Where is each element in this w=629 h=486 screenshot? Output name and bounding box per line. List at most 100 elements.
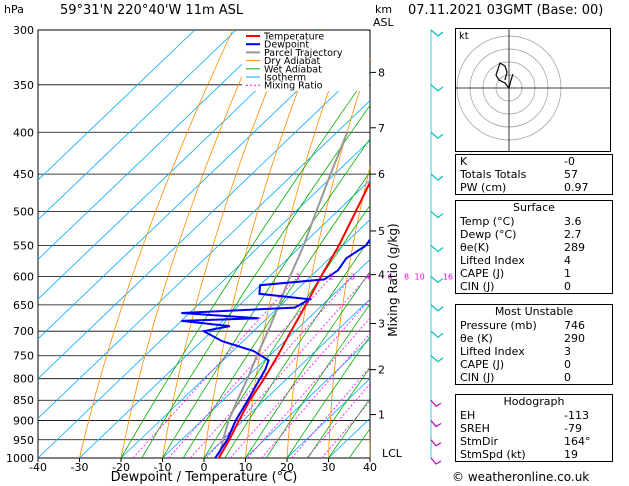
isotherm-line xyxy=(38,30,196,181)
surface-row: θe(K) 289 xyxy=(460,241,585,254)
isotherm-line xyxy=(203,298,370,458)
pressure-tick-label: 800 xyxy=(13,373,34,386)
lcl-label: LCL xyxy=(382,447,403,460)
isotherm-line xyxy=(38,139,370,458)
isotherm-line xyxy=(286,378,370,458)
km-tick-label: 8 xyxy=(378,66,385,79)
dry-adiabat xyxy=(79,30,234,458)
hodograph-table: Hodograph EH -113 SREH -79 StmDir 164° StmS… xyxy=(455,394,613,462)
most-unstable-row: Pressure (mb) 746 xyxy=(460,319,585,332)
legend-entry: Wet Adiabat xyxy=(264,64,322,75)
wet-adiabat xyxy=(141,104,370,458)
pressure-tick-label: 500 xyxy=(13,206,34,219)
hodograph-row: StmDir 164° xyxy=(460,435,591,448)
mixing-ratio-label: 3 xyxy=(350,272,355,281)
legend-box xyxy=(242,31,369,91)
mixing-ratio-line xyxy=(261,332,370,458)
isotherm-line xyxy=(38,30,362,340)
legend-entry: Mixing Ratio xyxy=(264,81,323,92)
km-tick-label: 2 xyxy=(378,364,385,377)
dry-adiabat xyxy=(245,30,351,458)
most-unstable-row: Lifted Index 3 xyxy=(460,345,571,358)
wind-barb xyxy=(430,173,444,181)
wind-barb xyxy=(430,304,444,312)
wind-barb xyxy=(430,355,444,363)
most-unstable-row: θe (K) 290 xyxy=(460,332,585,345)
km-tick-label: 5 xyxy=(378,225,385,238)
temperature-line xyxy=(218,180,370,458)
x-axis-title: Dewpoint / Temperature (°C) xyxy=(111,470,298,485)
legend-entry: Temperature xyxy=(263,32,324,43)
legend-entry: Dry Adiabat xyxy=(264,56,321,67)
wet-adiabat xyxy=(265,303,370,458)
x-tick-label: 10 xyxy=(239,461,253,474)
station-info: 59°31'N 220°40'W 11m ASL xyxy=(60,3,244,18)
pressure-tick-label: 650 xyxy=(13,299,34,312)
wind-barb xyxy=(430,29,444,37)
km-tick-label: 4 xyxy=(378,269,385,282)
wet-adiabat xyxy=(203,204,370,458)
km-tick-label: 3 xyxy=(378,318,385,331)
most-unstable-row: CIN (J) 0 xyxy=(460,371,571,384)
km-tick-label: 7 xyxy=(378,122,385,135)
hodograph-trace-lower xyxy=(508,73,514,89)
wind-barb xyxy=(430,84,444,92)
pressure-tick-label: 550 xyxy=(13,239,34,252)
pressure-tick-label: 350 xyxy=(13,79,34,92)
isotherm-line xyxy=(38,30,237,221)
surface-row: Temp (°C) 3.6 xyxy=(460,215,582,228)
hodograph-unit-label: kt xyxy=(459,31,469,42)
surface-row: Dewp (°C) 2.7 xyxy=(460,228,582,241)
wind-barb xyxy=(430,131,444,140)
km-tick-label: 1 xyxy=(378,409,385,422)
wet-adiabat xyxy=(182,171,370,458)
mixing-ratio-label: 6 xyxy=(388,272,393,281)
wet-adiabat xyxy=(286,335,370,458)
surface-table: Surface Temp (°C) 3.6 Dewp (°C) 2.7 θe(K) 2… xyxy=(455,200,613,294)
isotherm-line xyxy=(79,179,370,458)
pressure-unit-label: hPa xyxy=(4,3,24,16)
mixing-ratio-label: 1 xyxy=(296,272,301,281)
index-row: K -0 xyxy=(460,155,575,168)
wet-adiabat xyxy=(307,367,370,458)
indices-table: K -0 Totals Totals 57 PW (cm) 0.97 xyxy=(455,154,613,195)
x-tick-label: -20 xyxy=(112,461,130,474)
wind-barb xyxy=(430,457,442,465)
isotherm-line xyxy=(245,338,370,458)
pressure-tick-label: 750 xyxy=(13,350,34,363)
x-tick-label: -40 xyxy=(29,461,47,474)
x-tick-label: -10 xyxy=(154,461,172,474)
legend-entry: Dewpoint xyxy=(264,40,309,51)
copyright: © weatheronline.co.uk xyxy=(452,470,590,484)
km-label: km xyxy=(375,3,393,16)
wind-barb xyxy=(430,439,442,447)
mixing-ratio-line xyxy=(247,317,370,458)
x-tick-label: 20 xyxy=(280,461,294,474)
pressure-tick-label: 1000 xyxy=(6,452,34,465)
mixing-ratio-line xyxy=(229,298,370,458)
isotherm-line xyxy=(38,100,370,419)
most-unstable-table: Most Unstable Pressure (mb) 746 θe (K) 290… xyxy=(455,304,613,385)
wet-adiabat xyxy=(224,237,370,458)
surface-row: Lifted Index 4 xyxy=(460,254,571,267)
hodograph-row: StmSpd (kt) 19 xyxy=(460,448,578,461)
mixing-ratio-line xyxy=(132,276,299,458)
hodograph-table-title: Hodograph xyxy=(503,395,565,408)
surface-title: Surface xyxy=(513,201,555,214)
isotherm-line xyxy=(38,30,320,300)
x-tick-label: 40 xyxy=(363,461,377,474)
surface-row: CIN (J) 0 xyxy=(460,280,571,293)
hodograph-row: SREH -79 xyxy=(460,422,582,435)
sounding-date: 07.11.2021 03GMT (Base: 00) xyxy=(408,3,604,18)
pressure-tick-label: 450 xyxy=(13,168,34,181)
surface-row: CAPE (J) 1 xyxy=(460,267,571,280)
mixing-ratio-label: 16 xyxy=(443,272,453,281)
most-unstable-title: Most Unstable xyxy=(494,305,574,318)
wind-barb xyxy=(430,330,444,338)
mixing-ratio-label: 2 xyxy=(329,272,334,281)
wind-barb xyxy=(430,420,442,428)
pressure-tick-label: 900 xyxy=(13,415,34,428)
dry-adiabat xyxy=(120,30,263,458)
mixing-ratio-line xyxy=(168,276,332,458)
dry-adiabat xyxy=(162,30,292,458)
